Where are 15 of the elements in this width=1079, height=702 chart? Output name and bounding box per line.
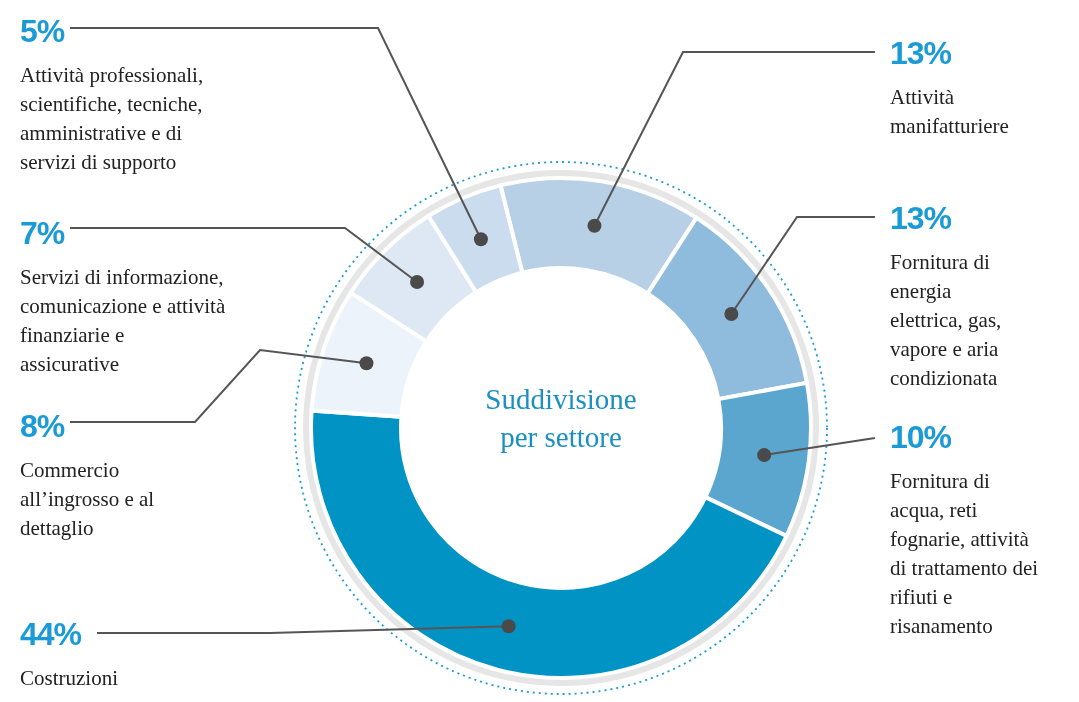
slice-label: Attività manifatturiere (890, 85, 1009, 138)
slice-label: Fornitura di acqua, reti fognarie, attività di trattamento dei rifiuti e risanamento (890, 469, 1039, 638)
data-label: 13% (890, 200, 952, 236)
data-label: 8% (20, 408, 65, 444)
text: Suddivisione per settore (485, 383, 637, 453)
data-label: 7% (20, 215, 65, 251)
slice-label: Costruzioni (20, 666, 119, 690)
data-label: 13% (890, 35, 952, 71)
slice-label: Commercio all’ingrosso e al dettaglio (20, 458, 155, 540)
slice-label: Servizi di informazione, comunicazione e attività finanziarie e assicurative (20, 265, 226, 376)
data-label: 10% (890, 419, 952, 455)
slice-label: Fornitura di energia elettrica, gas, vapore e aria condizionata (890, 250, 1002, 390)
slice-label: Attività professionali, scientifiche, tecniche, amministrative e di servizi di supporto (20, 63, 204, 174)
data-label: 44% (20, 616, 82, 652)
data-label: 5% (20, 13, 65, 49)
